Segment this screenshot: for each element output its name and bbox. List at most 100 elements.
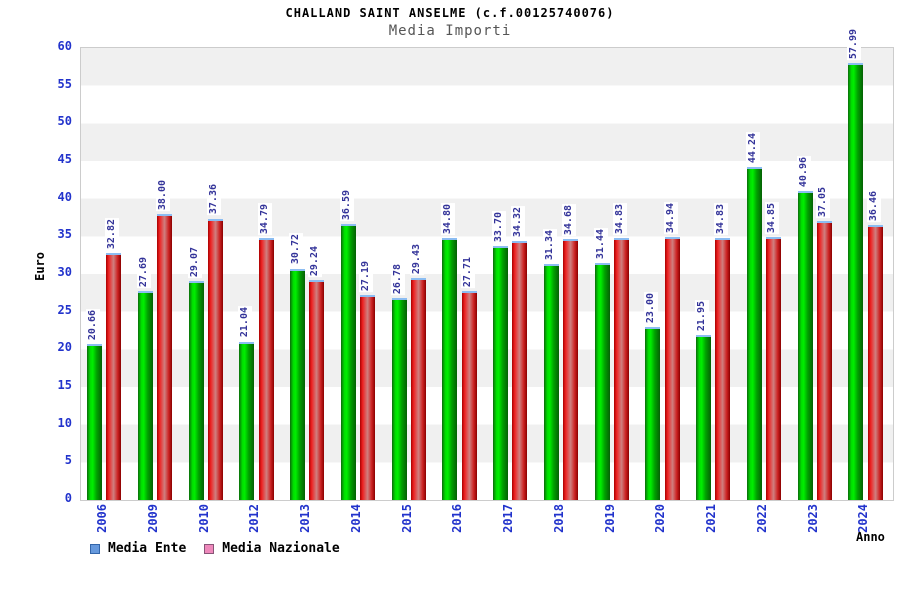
x-tick-label-2012: 2012: [247, 504, 262, 533]
x-tick-label-2006: 2006: [95, 504, 109, 533]
legend-item-media-nazionale: Media Nazionale: [204, 541, 340, 556]
bar-value-label: 27.71: [460, 256, 475, 289]
bar-value-label: 31.34: [542, 228, 557, 261]
bar-media-ente-2019: [594, 263, 610, 500]
bar-value-label: 29.07: [187, 245, 202, 279]
bar-media-nazionale-2020: [664, 236, 680, 500]
bar-media-nazionale-2013: [309, 279, 325, 500]
bar-media-ente-2022: [746, 166, 762, 500]
x-tick-label-2022: 2022: [754, 504, 769, 533]
bar-value-label: 34.94: [663, 201, 678, 234]
x-tick-label-2017: 2017: [501, 504, 515, 533]
bar-value-label: 34.85: [765, 202, 780, 235]
bar-media-nazionale-2010: [207, 218, 223, 500]
x-tick-label-2013: 2013: [298, 504, 312, 533]
bar-value-label: 33.70: [492, 211, 506, 244]
bar-value-label: 21.04: [238, 306, 253, 339]
bar-value-label: 38.00: [156, 178, 171, 211]
bar-media-nazionale-2023: [816, 220, 832, 500]
legend-item-media-ente: Media Ente: [90, 541, 186, 556]
y-tick-label: 15: [57, 378, 72, 392]
y-tick-label: 35: [57, 227, 72, 242]
bar-value-label: 57.99: [847, 28, 862, 61]
y-tick-label: 45: [57, 152, 72, 166]
bar-media-nazionale-2015: [410, 278, 426, 500]
chart-subtitle: Media Importi: [388, 23, 512, 39]
bar-media-ente-2013: [290, 268, 305, 500]
bar-value-label: 29.24: [308, 244, 323, 277]
legend-label: Media Ente: [108, 541, 187, 556]
y-tick-label: 30: [57, 265, 72, 279]
bar-value-label: 36.59: [339, 189, 354, 222]
y-tick-label: 40: [57, 189, 72, 204]
bar-media-nazionale-2006: [106, 252, 122, 500]
bar-value-label: 44.24: [745, 131, 760, 164]
bar-value-label: 29.43: [409, 243, 424, 276]
y-tick-label: 50: [57, 114, 72, 129]
bar-media-ente-2009: [137, 291, 153, 500]
bar-value-label: 40.96: [796, 156, 811, 189]
bar-media-ente-2018: [543, 263, 559, 500]
bar-value-label: 20.66: [86, 309, 100, 342]
y-tick-label: 55: [57, 76, 72, 91]
bar-media-nazionale-2018: [563, 238, 579, 500]
x-tick-label-2014: 2014: [348, 504, 363, 533]
bar-media-ente-2006: [87, 344, 102, 500]
bar-value-label: 32.82: [105, 217, 120, 250]
x-tick-label-2009: 2009: [145, 504, 160, 533]
bar-media-ente-2024: [848, 63, 864, 500]
bar-media-ente-2014: [340, 224, 356, 500]
bar-media-nazionale-2014: [360, 295, 376, 500]
bar-media-nazionale-2009: [157, 213, 173, 500]
bar-value-label: 37.05: [815, 185, 830, 218]
y-tick-label: 10: [57, 415, 72, 430]
chart-title: CHALLAND SAINT ANSELME (c.f.00125740076): [285, 6, 615, 20]
bar-media-ente-2012: [239, 341, 255, 500]
bar-value-label: 36.46: [866, 190, 881, 223]
x-axis-title: Anno: [856, 530, 885, 544]
bar-value-label: 27.69: [136, 256, 151, 289]
y-tick-label: 25: [57, 302, 72, 317]
bar-value-label: 34.83: [612, 202, 627, 235]
x-tick-label-2019: 2019: [602, 504, 617, 533]
bar-media-ente-2016: [442, 237, 458, 500]
x-tick-label-2023: 2023: [805, 504, 820, 533]
bar-media-ente-2020: [645, 326, 661, 500]
bar-value-label: 37.36: [206, 183, 221, 216]
plot-area: 20.66 32.82 27.69 38.00 29.07 37.36 21.04 34.79…: [80, 28, 894, 501]
bar-media-nazionale-2022: [766, 237, 782, 500]
bar-value-label: 34.80: [441, 202, 456, 235]
legend-swatch-pink-icon: [204, 543, 215, 554]
y-tick-label: 20: [57, 340, 72, 355]
bar-media-nazionale-2019: [613, 237, 629, 500]
bar-media-ente-2021: [696, 334, 711, 500]
bar-media-ente-2017: [493, 246, 508, 500]
bar-value-label: 30.72: [289, 233, 303, 266]
y-tick-label: 60: [57, 39, 72, 53]
bar-value-label: 27.19: [359, 260, 374, 293]
bar-value-label: 23.00: [644, 291, 659, 324]
y-tick-label: 5: [64, 453, 72, 468]
bar-media-nazionale-2017: [512, 241, 528, 500]
legend-label: Media Nazionale: [222, 541, 340, 556]
legend-swatch-blue-icon: [90, 543, 100, 554]
x-tick-label-2015: 2015: [399, 504, 414, 533]
bar-media-nazionale-2012: [258, 237, 274, 500]
x-tick-label-2020: 2020: [653, 504, 668, 533]
bar-value-label: 31.44: [593, 228, 608, 261]
bar-value-label: 21.95: [695, 299, 709, 332]
bar-media-ente-2010: [188, 281, 204, 500]
y-tick-label: 0: [64, 491, 72, 505]
x-tick-label-2018: 2018: [551, 504, 566, 533]
bar-value-label: 34.32: [511, 206, 526, 239]
bar-value-label: 34.79: [257, 202, 272, 235]
bar-media-ente-2015: [391, 298, 407, 500]
x-tick-label-2016: 2016: [450, 504, 465, 533]
bar-media-nazionale-2024: [867, 225, 883, 500]
x-tick-label-2010: 2010: [196, 504, 211, 533]
x-tick-label-2021: 2021: [704, 504, 718, 533]
bar-media-ente-2023: [797, 191, 813, 500]
bar-value-label: 34.68: [562, 203, 577, 236]
bar-value-label: 34.83: [714, 202, 729, 235]
